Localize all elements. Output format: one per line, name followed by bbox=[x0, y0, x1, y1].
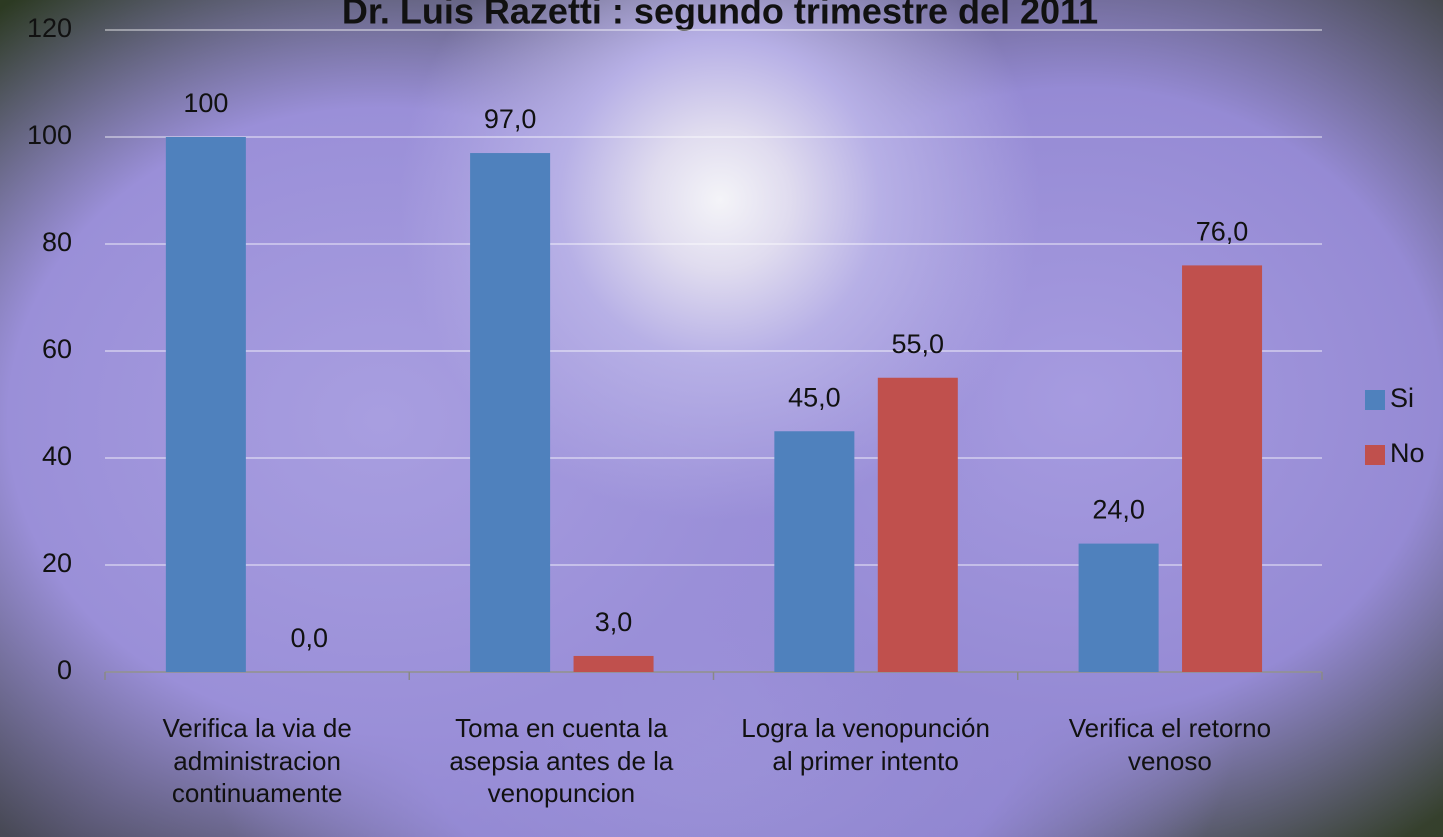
bar bbox=[166, 137, 246, 672]
data-label: 3,0 bbox=[595, 607, 633, 637]
bar bbox=[774, 431, 854, 672]
slide: Dr. Luis Razetti : segundo trimestre del… bbox=[0, 0, 1443, 837]
data-label: 76,0 bbox=[1196, 217, 1249, 247]
y-tick-label: 60 bbox=[42, 334, 72, 364]
x-tick-label: Toma en cuenta la asepsia antes de la ve… bbox=[426, 712, 696, 810]
legend-swatch bbox=[1365, 445, 1385, 465]
y-tick-label: 120 bbox=[27, 13, 72, 43]
legend-label: Si bbox=[1390, 383, 1414, 413]
bar bbox=[1079, 544, 1159, 672]
x-tick-label: Verifica el retorno venoso bbox=[1035, 712, 1305, 777]
chart-title: Dr. Luis Razetti : segundo trimestre del… bbox=[342, 0, 1098, 32]
data-label: 45,0 bbox=[788, 382, 841, 412]
data-label: 55,0 bbox=[892, 329, 945, 359]
x-tick-label: Verifica la via de administracion contin… bbox=[122, 712, 392, 810]
bar bbox=[1182, 265, 1262, 672]
bar bbox=[470, 153, 550, 672]
data-label: 97,0 bbox=[484, 104, 537, 134]
data-label: 0,0 bbox=[291, 623, 329, 653]
y-tick-label: 0 bbox=[57, 655, 72, 685]
y-tick-label: 20 bbox=[42, 548, 72, 578]
data-label: 24,0 bbox=[1092, 495, 1145, 525]
x-tick-label: Logra la venopunción al primer intento bbox=[731, 712, 1001, 777]
bar bbox=[878, 378, 958, 672]
legend-label: No bbox=[1390, 438, 1425, 468]
y-tick-label: 80 bbox=[42, 227, 72, 257]
y-tick-label: 40 bbox=[42, 441, 72, 471]
legend-swatch bbox=[1365, 390, 1385, 410]
y-tick-label: 100 bbox=[27, 120, 72, 150]
bar bbox=[574, 656, 654, 672]
data-label: 100 bbox=[183, 88, 228, 118]
